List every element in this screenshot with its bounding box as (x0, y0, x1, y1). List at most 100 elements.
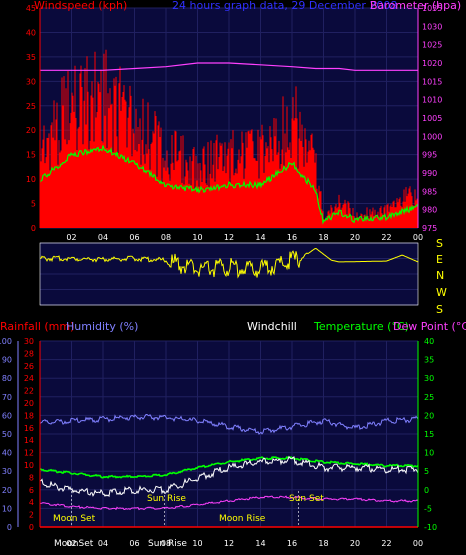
direction-label-s-bottom: S (436, 303, 443, 316)
wind-x-tick-label: 02 (66, 233, 76, 242)
barometer-y-tick-label: 1025 (422, 41, 442, 50)
rainfall-y-tick-label: 4 (29, 498, 34, 507)
humidity-y-tick-label: 40 (2, 449, 12, 458)
temperature-y-tick-label: 0 (424, 486, 429, 495)
wind-y-tick-label: 35 (26, 53, 36, 62)
rainfall-y-tick-label: 12 (24, 449, 34, 458)
bottom-moonset-label: MoonSet (54, 539, 94, 549)
barometer-series (40, 62, 418, 71)
wind-y-tick-label: 10 (26, 175, 36, 184)
temperature-y-tick-label: 15 (424, 430, 434, 439)
barometer-y-tick-label: 980 (422, 206, 437, 215)
temp-x-tick-label: 14 (255, 539, 265, 548)
wind-x-tick-label: 20 (350, 233, 360, 242)
wind-avg-series (39, 145, 419, 225)
rainfall-y-tick-label: 2 (29, 511, 34, 520)
direction-label-n: N (436, 269, 444, 282)
barometer-y-tick-label: 985 (422, 187, 437, 196)
temp-x-tick-label: 20 (350, 539, 360, 548)
temp-x-tick-label: 04 (98, 539, 108, 548)
rainfall-y-tick-label: 0 (29, 523, 34, 532)
rainfall-y-tick-label: 8 (29, 473, 34, 482)
temperature-y-tick-label: 40 (424, 337, 434, 346)
windspeed-axis-label: Windspeed (kph) (34, 0, 127, 12)
temperature-y-tick-label: 30 (424, 374, 434, 383)
temp-x-tick-label: 02 (66, 539, 76, 548)
temp-x-tick-label: 12 (224, 539, 234, 548)
rainfall-y-tick-label: 24 (24, 374, 34, 383)
rainfall-y-tick-label: 16 (24, 424, 34, 433)
barometer-line (40, 62, 418, 71)
temp-x-tick-label: 00 (413, 539, 423, 548)
humidity-y-tick-label: 20 (2, 486, 12, 495)
graph-title: 24 hours graph data, 29 December 2008 (172, 0, 397, 12)
wind-direction-series (40, 247, 419, 279)
wind-y-tick-label: 0 (31, 224, 36, 233)
rainfall-y-tick-label: 6 (29, 486, 34, 495)
humidity-line (39, 414, 419, 435)
wind-y-tick-label: 25 (26, 102, 36, 111)
wind-x-tick-label: 14 (255, 233, 265, 242)
direction-label-s-top: S (436, 237, 443, 250)
wind-plot-axes: 0510152025303540459759809859909951000100… (26, 4, 443, 233)
rainfall-axis-label: Rainfall (mm) (0, 320, 74, 333)
wind-plot-x-ticks: 02 04 06 08 10 12 14 16 18 20 22 00 (66, 233, 423, 242)
temperature-y-tick-label: 5 (424, 467, 429, 476)
wind-y-tick-label: 15 (26, 151, 36, 160)
wind-y-tick-label: 5 (31, 200, 36, 209)
humidity-y-tick-label: 50 (2, 430, 12, 439)
temperature-y-tick-label: 20 (424, 411, 434, 420)
temp-x-tick-label: 18 (318, 539, 328, 548)
barometer-y-tick-label: 1020 (422, 59, 442, 68)
wind-x-tick-label: 22 (381, 233, 391, 242)
wind-y-tick-label: 30 (26, 77, 36, 86)
wind-avg-line (39, 145, 419, 225)
humidity-y-tick-label: 90 (2, 356, 12, 365)
sun-set-annotation: Sun Set (289, 494, 324, 504)
humidity-y-tick-label: 60 (2, 411, 12, 420)
temperature-axis-label: Temperature (°C) (313, 320, 409, 333)
humidity-axis-label: Humidity (%) (66, 320, 138, 333)
rainfall-y-tick-label: 10 (24, 461, 34, 470)
rainfall-y-tick-label: 22 (24, 387, 34, 396)
wind-x-tick-label: 10 (192, 233, 202, 242)
temperature-y-tick-label: 35 (424, 356, 434, 365)
humidity-y-tick-label: 80 (2, 374, 12, 383)
humidity-y-tick-label: 100 (0, 337, 12, 346)
temp-x-tick-label: 08 (161, 539, 171, 548)
temperature-line (39, 455, 419, 479)
direction-scale: S E N W S (436, 237, 447, 316)
barometer-y-tick-label: 1015 (422, 77, 442, 86)
humidity-y-tick-label: 0 (7, 523, 12, 532)
wind-x-tick-label: 12 (224, 233, 234, 242)
temperature-y-tick-label: -10 (424, 523, 437, 532)
moon-rise-annotation: Moon Rise (219, 514, 266, 524)
temp-x-tick-label: 22 (381, 539, 391, 548)
wind-y-tick-label: 45 (26, 4, 36, 13)
wind-x-tick-label: 18 (318, 233, 328, 242)
wind-x-tick-label: 00 (413, 233, 423, 242)
barometer-y-tick-label: 975 (422, 224, 437, 233)
bottom-sunrise-label: Sun Rise (148, 539, 187, 549)
wind-x-tick-label: 04 (98, 233, 108, 242)
barometer-y-tick-label: 1005 (422, 114, 442, 123)
barometer-y-tick-label: 1035 (422, 4, 442, 13)
rainfall-y-tick-label: 28 (24, 349, 34, 358)
barometer-y-tick-label: 990 (422, 169, 437, 178)
temperature-y-tick-label: -5 (424, 504, 432, 513)
direction-label-e: E (436, 253, 443, 266)
barometer-y-tick-label: 1000 (422, 132, 442, 141)
wind-direction-line (40, 247, 419, 279)
rainfall-y-tick-label: 20 (24, 399, 34, 408)
temp-x-tick-label: 16 (287, 539, 297, 548)
temperature-y-tick-label: 25 (424, 393, 434, 402)
wind-x-tick-label: 16 (287, 233, 297, 242)
direction-plot-border (39, 242, 419, 306)
barometer-axis-label: Barometer (hpa) (370, 0, 461, 12)
rainfall-y-tick-label: 14 (24, 436, 34, 445)
humidity-y-tick-label: 30 (2, 467, 12, 476)
dewpoint-axis-label: Dew Point (°C) (393, 320, 466, 333)
windchill-line (39, 455, 419, 498)
